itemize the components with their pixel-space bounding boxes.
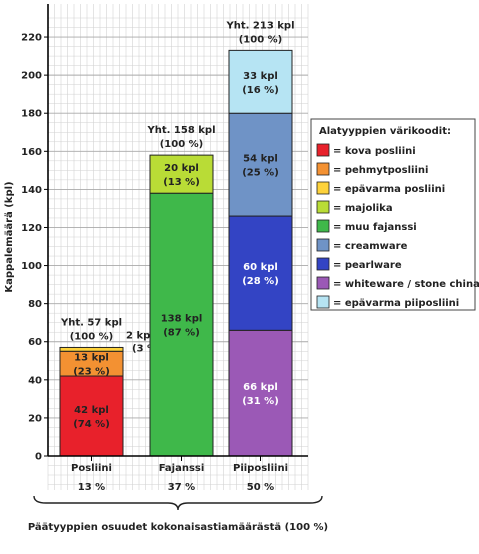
legend-item-label: = pearlware [333,260,402,271]
y-tick-label: 40 [28,375,42,386]
legend-swatch [316,219,330,233]
legend: Alatyyppien värikoodit: = kova posliini = … [310,118,479,311]
category-share: 13 % [78,482,105,493]
segment-label: 2 kpl [126,330,154,341]
bar-total-percent: (100 %) [160,139,204,150]
segment-label: (25 %) [242,168,279,179]
segment-label: (16 %) [242,85,279,96]
bar-segment [149,192,214,457]
y-tick-label: 60 [28,337,42,348]
bar-segment [59,350,124,377]
legend-swatch [316,295,330,309]
legend-swatch [316,238,330,252]
bar-total-label: Yht. 213 kpl [225,20,294,31]
x-axis-label: Päätyyppien osuudet kokonaisastiamääräst… [28,522,328,533]
y-tick-label: 100 [21,261,42,272]
y-tick-label: 20 [28,413,42,424]
category-label: Posliini [71,463,112,474]
legend-item-label: = whiteware / stone china [333,279,479,290]
bar-segment [228,329,293,457]
legend-swatch [316,181,330,195]
segment-label: (74 %) [73,419,110,430]
legend-item-label: = pehmytposliini [333,165,428,176]
legend-item-label: = kova posliini [333,146,416,157]
y-tick-label: 140 [21,185,42,196]
segment-label: (13 %) [163,177,200,188]
segment-label: 33 kpl [243,71,278,82]
y-tick-label: 160 [21,147,42,158]
legend-box [310,118,476,311]
brace-path [33,495,323,511]
segment-label: 66 kpl [243,382,278,393]
segment-label: (31 %) [242,396,279,407]
category-labels: Posliini 13 % Fajanssi 37 % Piiposliini 50 % [71,456,288,493]
bar-total-label: Yht. 158 kpl [146,125,215,136]
legend-swatch [316,162,330,176]
legend-swatch [316,257,330,271]
segment-label: (23 %) [73,367,110,378]
legend-item-label: = epävarma piiposliini [333,298,459,309]
x-axis-brace [33,495,323,511]
bar-total-percent: (100 %) [70,331,114,342]
y-tick-label: 220 [21,33,42,44]
y-tick-label: 180 [21,109,42,120]
y-tick-label: 0 [35,452,42,463]
legend-item-label: = epävarma posliini [333,184,445,195]
legend-item-label: = majolika [333,203,393,214]
segment-label: (87 %) [163,328,200,339]
legend-item-label: = creamware [333,241,408,252]
segment-label: 60 kpl [243,262,278,273]
segment-label: 54 kpl [243,154,278,165]
bar-total-label: Yht. 57 kpl [60,317,122,328]
legend-swatch [316,276,330,290]
segment-label: (3 %) [132,343,162,354]
y-tick-label: 120 [21,223,42,234]
bar-segment [228,49,293,114]
segment-label: 20 kpl [164,163,199,174]
legend-item-label: = muu fajanssi [333,222,417,233]
segment-label: 13 kpl [74,353,109,364]
y-tick-label: 200 [21,71,42,82]
category-share: 50 % [247,482,274,493]
segment-label: 42 kpl [74,405,109,416]
segment-label: 138 kpl [161,314,203,325]
bar-segment [228,112,293,217]
bar-total-percent: (100 %) [239,34,283,45]
y-tick-label: 80 [28,299,42,310]
legend-swatch [316,200,330,214]
bar-segment [149,154,214,194]
category-label: Piiposliini [233,463,288,474]
category-share: 37 % [168,482,195,493]
bar-segment [228,215,293,331]
y-tick-labels: 0 20 40 60 80 100 120 140 160 180 200 220 [21,33,48,463]
segment-label: (28 %) [242,276,279,287]
bar-segment [59,346,124,352]
category-label: Fajanssi [159,463,205,474]
legend-title: Alatyyppien värikoodit: [319,126,451,137]
legend-swatch [316,143,330,157]
y-axis-label: Kappalemäärä (kpl) [4,181,15,292]
bars-group: 42 kpl (74 %) 13 kpl (23 %) 2 kpl (3 %) Yht. 5… [59,20,295,457]
